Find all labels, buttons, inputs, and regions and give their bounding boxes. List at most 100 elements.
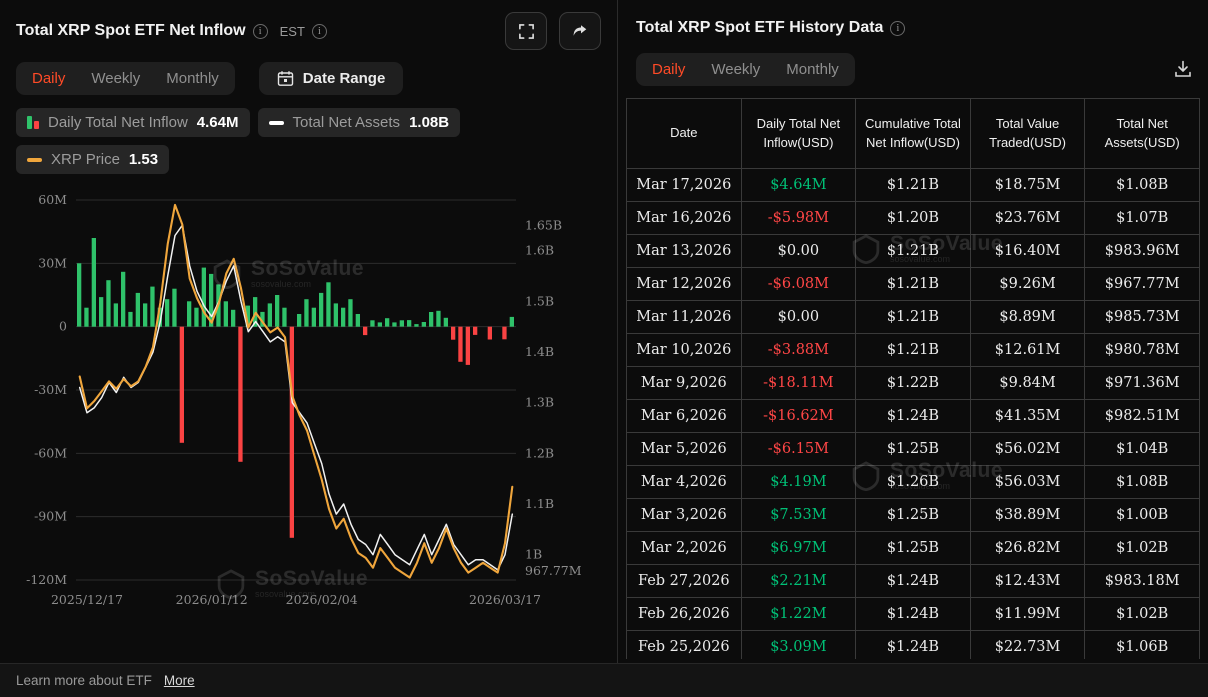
cell-date: Mar 12,2026 [626,267,742,301]
chart-area[interactable]: 60M 30M 0 -30M -60M -90M -120M 1.65B 1.6B 1.5B 1.4… [16,186,601,621]
inflow-bar[interactable] [297,314,302,327]
inflow-bar[interactable] [333,303,338,327]
inflow-bar[interactable] [370,320,375,327]
inflow-bar[interactable] [275,295,280,327]
inflow-bar[interactable] [363,326,368,336]
inflow-bar[interactable] [502,326,507,340]
fullscreen-button[interactable] [505,12,547,50]
cell-cumulative-inflow: $1.21B [855,300,971,334]
cell-date: Mar 4,2026 [626,465,742,499]
inflow-bar[interactable] [429,312,434,327]
inflow-bar[interactable] [289,326,294,538]
inflow-bar[interactable] [253,297,258,327]
inflow-bar[interactable] [465,326,470,365]
inflow-bar[interactable] [91,238,96,327]
share-button[interactable] [559,12,601,50]
chart-tab-monthly[interactable]: Monthly [166,70,219,87]
left-axis-label: -90M [34,509,67,524]
net-assets-line [78,224,514,571]
inflow-bar[interactable] [341,307,346,327]
inflow-bar[interactable] [209,273,214,327]
inflow-bar[interactable] [355,314,360,327]
inflow-bar[interactable] [436,310,441,327]
inflow-bar[interactable] [150,286,155,327]
inflow-bar[interactable] [238,326,243,462]
table-tab-daily[interactable]: Daily [652,60,686,78]
inflow-bar[interactable] [473,326,478,335]
legend-xrp-price[interactable]: XRP Price 1.53 [16,145,170,174]
inflow-bar[interactable] [458,326,463,362]
inflow-bar[interactable] [187,301,192,327]
inflow-bar[interactable] [135,292,140,327]
inflow-bar[interactable] [106,280,111,327]
legend-value: 1.08B [409,114,450,131]
inflow-bar[interactable] [165,299,170,327]
inflow-bar[interactable] [304,299,309,327]
inflow-bar[interactable] [179,326,184,443]
inflow-bar[interactable] [172,288,177,327]
date-range-button[interactable]: Date Range [258,62,404,95]
table-row: Mar 10,2026 -$3.88M $1.21B $12.61M $980.78M [626,333,1200,367]
inflow-bar[interactable] [99,297,104,327]
inflow-bar[interactable] [385,318,390,327]
chart-tab-daily[interactable]: Daily [32,70,66,87]
info-icon[interactable]: i [252,23,268,39]
info-icon[interactable]: i [890,20,906,36]
inflow-bar[interactable] [267,303,272,327]
legend-total-net-assets[interactable]: Total Net Assets 1.08B [257,108,461,137]
cell-net-assets: $971.36M [1084,366,1200,400]
inflow-bar[interactable] [223,301,228,327]
inflow-bar[interactable] [451,326,456,340]
inflow-bar[interactable] [77,263,82,327]
inflow-bar[interactable] [326,282,331,327]
inflow-bar[interactable] [260,311,265,327]
inflow-bar[interactable] [84,307,89,327]
table-panel-header: Total XRP Spot ETF History Data i [626,10,1200,46]
inflow-bar[interactable] [311,307,316,327]
cell-daily-inflow: $1.22M [740,597,857,631]
inflow-bar[interactable] [399,320,404,327]
cell-date: Mar 6,2026 [626,399,742,433]
inflow-bar[interactable] [231,309,236,327]
cell-value-traded: $16.40M [969,234,1086,268]
inflow-bar[interactable] [245,305,250,327]
inflow-bar[interactable] [157,307,162,327]
cell-date: Feb 25,2026 [626,630,742,659]
inflow-bar[interactable] [421,322,426,327]
chart-legend: Daily Total Net Inflow 4.64M Total Net Ass… [16,108,601,174]
inflow-bar[interactable] [282,307,287,327]
cell-daily-inflow: $3.09M [740,630,857,659]
inflow-bar[interactable] [128,311,133,327]
inflow-bar[interactable] [443,317,448,327]
inflow-bar[interactable] [121,271,126,327]
history-table-scroll[interactable]: Date Daily Total Net Inflow(USD) Cumulativ… [626,98,1200,659]
history-table: Date Daily Total Net Inflow(USD) Cumulativ… [626,98,1200,659]
inflow-bar[interactable] [348,299,353,327]
table-tab-weekly[interactable]: Weekly [711,60,761,78]
cell-value-traded: $9.26M [969,267,1086,301]
more-link[interactable]: More [163,673,195,688]
inflow-bar[interactable] [113,303,118,327]
inflow-bar[interactable] [392,322,397,327]
cell-daily-inflow: -$18.11M [740,366,857,400]
legend-daily-total-net-inflow[interactable]: Daily Total Net Inflow 4.64M [16,108,250,137]
inflow-bar[interactable] [487,326,492,340]
left-axis-label: -120M [26,572,67,587]
inflow-bar[interactable] [194,307,199,327]
chart-tab-weekly[interactable]: Weekly [91,70,141,87]
table-tab-monthly[interactable]: Monthly [786,60,839,78]
inflow-bar[interactable] [201,267,206,327]
cell-net-assets: $983.18M [1084,564,1200,598]
table-controls: Daily Weekly Monthly [626,52,1200,86]
inflow-bar[interactable] [143,303,148,327]
inflow-bar[interactable] [407,320,412,327]
download-button[interactable] [1166,52,1200,86]
cell-value-traded: $18.75M [969,168,1086,202]
inflow-bar[interactable] [377,322,382,327]
inflow-bar[interactable] [509,316,514,327]
info-icon[interactable]: i [311,23,327,39]
inflow-bar[interactable] [319,292,324,327]
chart-period-tabs: Daily Weekly Monthly [16,62,235,95]
cell-date: Mar 17,2026 [626,168,742,202]
inflow-bar[interactable] [414,324,419,327]
